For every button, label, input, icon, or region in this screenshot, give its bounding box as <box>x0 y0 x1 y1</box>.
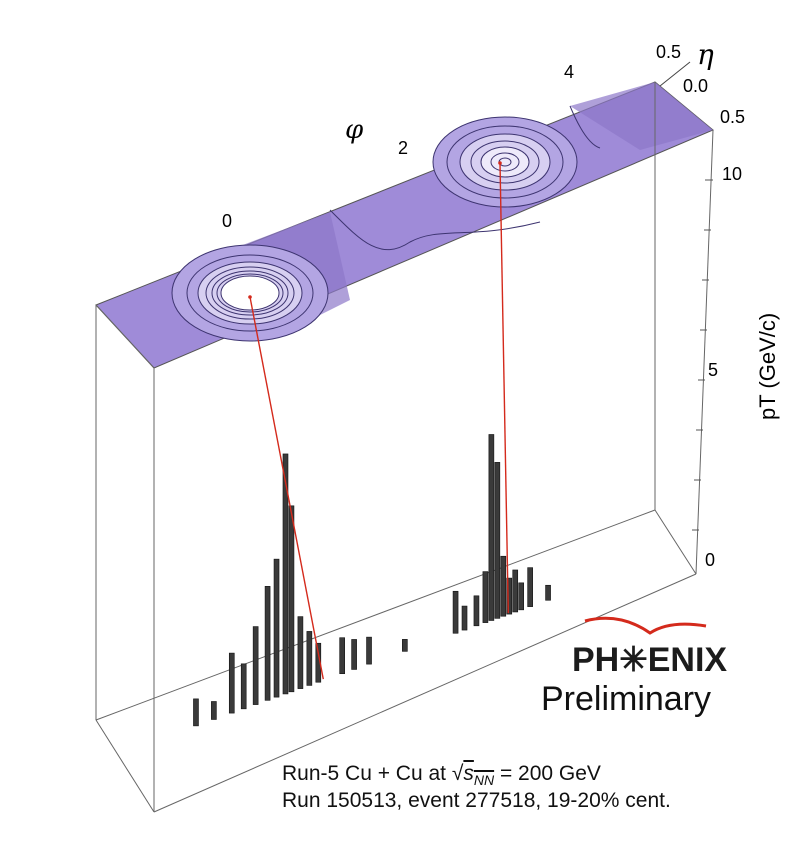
tower-18 <box>473 595 480 627</box>
plane-shade-right <box>570 82 713 150</box>
phi-tick-2: 2 <box>398 138 408 158</box>
box-frame <box>95 82 714 813</box>
contours-left <box>171 244 329 342</box>
contour-right-edge <box>569 105 601 149</box>
tower-24 <box>512 569 519 613</box>
jet-line-1 <box>499 162 509 614</box>
tower-27 <box>545 584 551 601</box>
tower-14 <box>366 636 372 665</box>
towers <box>193 434 551 727</box>
contours-right <box>432 116 578 208</box>
pt-tick-5: 5 <box>708 360 718 380</box>
tower-15 <box>402 639 408 652</box>
contour-mid <box>329 209 541 251</box>
tower-10 <box>306 631 313 686</box>
caption-line-1: Run-5 Cu + Cu at √sNN = 200 GeV <box>282 762 601 788</box>
tower-9 <box>297 616 304 689</box>
tower-20 <box>488 434 495 621</box>
tower-19 <box>482 571 489 623</box>
tower-7 <box>282 453 289 695</box>
tower-16 <box>452 590 459 634</box>
phi-tick-0: 0 <box>222 211 232 231</box>
tower-2 <box>228 652 235 714</box>
jet-line-0 <box>249 296 324 680</box>
tower-22 <box>500 555 507 617</box>
caption-line-2: Run 150513, event 277518, 19-20% cent. <box>282 789 671 812</box>
tower-25 <box>518 582 525 611</box>
sqrt-content: sNN <box>463 762 495 789</box>
eta-tick-mid: 0.0 <box>683 76 708 96</box>
phi-label: φ <box>345 115 364 145</box>
pt-label: pT (GeV/c) <box>755 313 780 420</box>
tower-6 <box>273 558 280 698</box>
preliminary-label: Preliminary <box>541 680 712 718</box>
tower-1 <box>211 701 217 720</box>
tower-12 <box>339 637 345 675</box>
pt-axis-ticks <box>692 179 713 531</box>
caption-text-b: = 200 GeV <box>494 762 601 785</box>
pt-tick-0: 0 <box>705 550 715 570</box>
tower-0 <box>193 698 199 727</box>
tower-8 <box>288 505 295 693</box>
eta-label: η <box>697 38 714 71</box>
tower-21 <box>494 462 501 619</box>
tower-26 <box>527 567 533 607</box>
tower-4 <box>252 626 259 705</box>
tower-5 <box>264 586 271 701</box>
caption-text-a: Run-5 Cu + Cu at <box>282 762 452 785</box>
jet-lines <box>248 161 509 680</box>
tower-3 <box>240 663 247 710</box>
tower-23 <box>506 577 513 615</box>
jet-point-0 <box>248 295 252 299</box>
eta-tick-bottom: 0.5 <box>720 107 745 127</box>
eta-tick-top: 0.5 <box>656 42 681 62</box>
tower-13 <box>351 639 357 670</box>
phenix-logo-arc <box>584 616 707 635</box>
pt-tick-10: 10 <box>722 164 742 184</box>
phenix-logo: PH✳ENIX <box>572 641 728 679</box>
sqrt-symbol: √ <box>451 762 464 785</box>
tower-17 <box>461 605 468 631</box>
jet-point-1 <box>498 161 502 165</box>
phi-tick-4: 4 <box>564 62 574 82</box>
eta-axis <box>659 61 691 87</box>
